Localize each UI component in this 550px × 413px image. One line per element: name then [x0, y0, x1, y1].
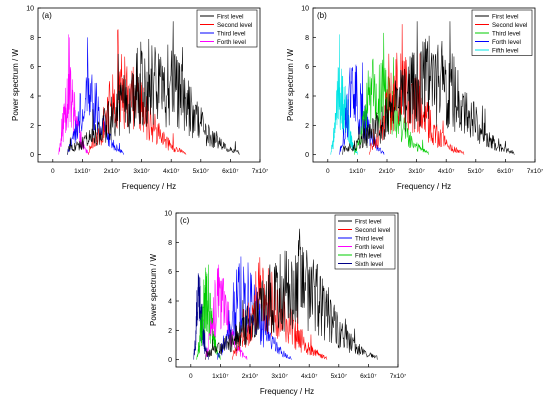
- series-line-forth-level: [205, 264, 248, 360]
- y-tick-label: 0: [30, 152, 34, 159]
- x-tick-label: 0: [51, 168, 55, 175]
- x-tick-label: 1x10⁷: [212, 373, 229, 380]
- x-tick-label: 1x10⁷: [349, 168, 366, 175]
- y-tick-label: 8: [168, 240, 172, 247]
- legend-entry: Third level: [492, 30, 521, 37]
- y-tick-label: 4: [305, 94, 309, 101]
- y-tick-label: 6: [30, 64, 34, 71]
- chart-panel-2: 0 2 4 6 8 10 0 1x10⁷ 2x10⁷ 3x10⁷ 4x10⁷ 5x10⁷ 6x10⁷ 7x…: [149, 211, 407, 397]
- x-tick-label: 3x10⁷: [271, 373, 288, 380]
- chart-panel-1: 0 2 4 6 8 10 0 1x10⁷ 2x10⁷ 3x10⁷ 4x10⁷ 5x10⁷ 6x10⁷ 7x…: [286, 6, 544, 192]
- legend-entry: Second level: [355, 227, 390, 234]
- legend-entry: First level: [492, 13, 518, 20]
- y-tick-label: 6: [168, 269, 172, 276]
- x-tick-label: 6x10⁷: [497, 168, 514, 175]
- plot-area: [58, 21, 240, 155]
- series-line-first-level: [342, 21, 515, 155]
- legend-entry: Forth level: [355, 244, 384, 251]
- y-tick-label: 2: [305, 123, 309, 130]
- legend-entry: Third level: [355, 235, 384, 242]
- panel-label: (a): [42, 11, 52, 20]
- series-line-sixth-level: [193, 273, 209, 360]
- legend-entry: Third level: [217, 30, 246, 37]
- x-tick-label: 5x10⁷: [468, 168, 485, 175]
- x-tick-label: 7x10⁷: [252, 168, 269, 175]
- x-axis-label: Frequency / Hz: [260, 387, 314, 396]
- plot-frame: [175, 212, 399, 368]
- series-line-forth-level: [339, 62, 385, 155]
- x-tick-label: 4x10⁷: [301, 373, 318, 380]
- panel-label: (b): [317, 11, 327, 20]
- series-line-second-level: [88, 29, 187, 155]
- y-tick-label: 10: [26, 6, 34, 13]
- series-line-third-level: [217, 256, 292, 360]
- x-tick-label: 2x10⁷: [104, 168, 121, 175]
- legend-entry: Sixth level: [355, 261, 383, 268]
- y-tick-label: 2: [168, 328, 172, 335]
- y-axis-label: Power spectrum / W: [11, 49, 20, 121]
- y-tick-label: 2: [30, 123, 34, 130]
- plot-frame: [312, 7, 536, 163]
- x-axis-label: Frequency / Hz: [397, 182, 451, 191]
- x-tick-label: 6x10⁷: [222, 168, 239, 175]
- plot-area: [330, 21, 515, 155]
- x-tick-label: 4x10⁷: [163, 168, 180, 175]
- legend-box: [334, 214, 396, 270]
- x-axis-label: Frequency / Hz: [122, 182, 176, 191]
- y-tick-label: 4: [168, 299, 172, 306]
- x-tick-label: 4x10⁷: [438, 168, 455, 175]
- legend-entry: First level: [217, 13, 243, 20]
- series-line-first-level: [67, 21, 240, 155]
- y-tick-label: 8: [305, 35, 309, 42]
- y-tick-label: 6: [305, 64, 309, 71]
- x-tick-label: 3x10⁷: [408, 168, 425, 175]
- x-tick-label: 1x10⁷: [74, 168, 91, 175]
- panel-label: (c): [180, 216, 190, 225]
- x-tick-label: 5x10⁷: [331, 373, 348, 380]
- x-tick-label: 7x10⁷: [390, 373, 407, 380]
- legend-entry: First level: [355, 218, 381, 225]
- series-line-fifth-level: [196, 264, 221, 360]
- legend-entry: Fifth level: [492, 47, 518, 54]
- x-tick-label: 5x10⁷: [193, 168, 210, 175]
- x-tick-label: 2x10⁷: [242, 373, 259, 380]
- series-line-forth-level: [58, 34, 89, 155]
- plot-frame: [37, 7, 261, 163]
- x-tick-label: 7x10⁷: [527, 168, 544, 175]
- y-tick-label: 8: [30, 35, 34, 42]
- y-axis-label: Power spectrum / W: [286, 49, 295, 121]
- x-tick-label: 2x10⁷: [379, 168, 396, 175]
- legend-entry: Second level: [217, 22, 252, 29]
- x-tick-label: 3x10⁷: [133, 168, 150, 175]
- x-tick-label: 6x10⁷: [360, 373, 377, 380]
- y-axis-label: Power spectrum / W: [149, 254, 158, 326]
- x-tick-label: 0: [189, 373, 193, 380]
- plot-area: [193, 228, 378, 360]
- y-tick-label: 10: [164, 211, 172, 218]
- series-line-first-level: [205, 228, 378, 360]
- y-tick-label: 0: [168, 357, 172, 364]
- legend-entry: Second level: [492, 22, 527, 29]
- legend-entry: Forth level: [217, 39, 246, 46]
- chart-panel-0: 0 2 4 6 8 10 0 1x10⁷ 2x10⁷ 3x10⁷ 4x10⁷ 5x10⁷ 6x10⁷ 7x…: [11, 6, 269, 192]
- x-tick-label: 0: [326, 168, 330, 175]
- y-tick-label: 10: [301, 6, 309, 13]
- legend-entry: Forth level: [492, 39, 521, 46]
- y-tick-label: 0: [305, 152, 309, 159]
- series-line-third-level: [67, 37, 125, 155]
- y-tick-label: 4: [30, 94, 34, 101]
- legend-entry: Fifth level: [355, 252, 381, 259]
